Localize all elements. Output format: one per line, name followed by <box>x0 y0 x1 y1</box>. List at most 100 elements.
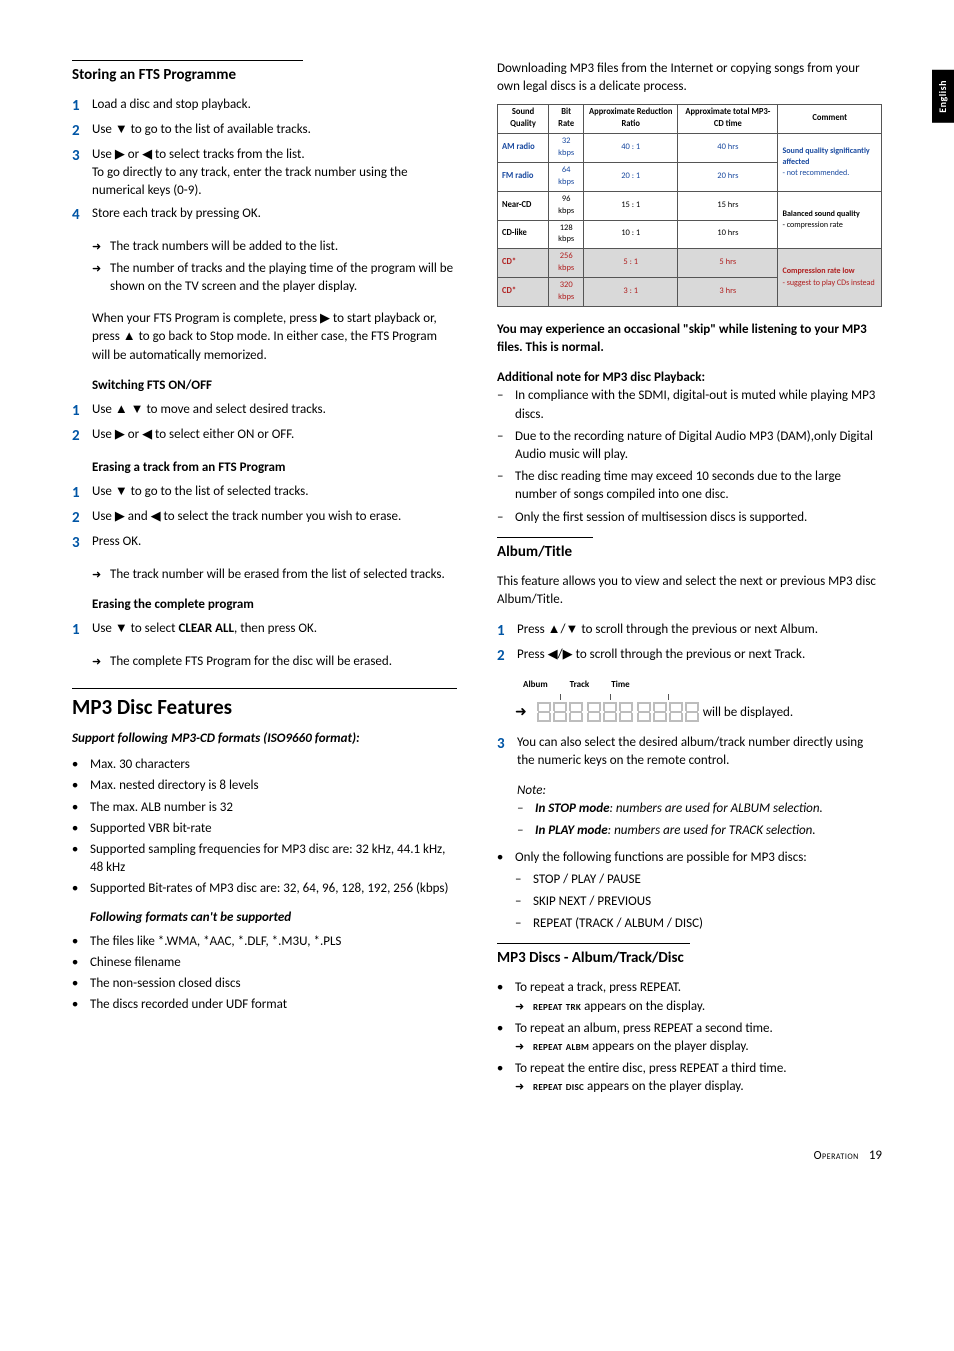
switching-steps: 1Use ▲ ▼ to move and select desired trac… <box>72 401 457 447</box>
additional-note-title: Additional note for MP3 disc Playback: <box>497 369 882 387</box>
subtitle-erasing-track: Erasing a track from an FTS Program <box>92 459 457 477</box>
list-item: The files like *.WMA, *AAC, *.DLF, *.M3U… <box>72 933 457 951</box>
repeat-list: To repeat a track, press REPEAT.repeat t… <box>497 979 882 1096</box>
subtitle-erasing-program: Erasing the complete program <box>92 596 457 614</box>
intro-para: Downloading MP3 files from the Internet … <box>497 60 882 96</box>
step-text: Use ▶ and ◀ to select the track number y… <box>92 508 457 526</box>
list-item: To repeat the entire disc, press REPEAT … <box>497 1060 882 1096</box>
fts-steps: 1Load a disc and stop playback. 2Use ▼ t… <box>72 96 457 226</box>
list-item: In compliance with the SDMI, digital-out… <box>497 387 882 423</box>
list-item: Supported sampling frequencies for MP3 d… <box>72 841 457 877</box>
section-title-mp3discs: MP3 Discs - Album/Track/Disc <box>497 948 882 969</box>
list-item: The max. ALB number is 32 <box>72 799 457 817</box>
step-text: Use ▼ to go to the list of available tra… <box>92 121 457 139</box>
step-num: 2 <box>72 508 92 529</box>
step-num: 1 <box>497 621 517 642</box>
footer-label: Operation <box>814 1148 859 1165</box>
list-item: REPEAT (TRACK / ALBUM / DISC) <box>515 915 882 933</box>
album-step3: 3You can also select the desired album/t… <box>497 734 882 770</box>
language-tab: English <box>932 70 954 123</box>
arrow-icon: ➜ <box>515 702 527 722</box>
mp3-unsupported-list: The files like *.WMA, *AAC, *.DLF, *.M3U… <box>72 933 457 1015</box>
th: Comment <box>778 105 882 134</box>
subtitle-switching: Switching FTS ON/OFF <box>92 377 457 395</box>
list-item: Only the following functions are possibl… <box>497 849 882 934</box>
list-item: The discs recorded under UDF format <box>72 996 457 1014</box>
result-line: The track number will be erased from the… <box>92 566 457 584</box>
th: Bit Rate <box>549 105 584 134</box>
step-num: 1 <box>72 401 92 422</box>
page-footer: Operation 19 <box>72 1147 882 1165</box>
list-item: SKIP NEXT / PREVIOUS <box>515 893 882 911</box>
step-num: 4 <box>72 205 92 226</box>
list-item: STOP / PLAY / PAUSE <box>515 871 882 889</box>
step-text: Use ▶ or ◀ to select tracks from the lis… <box>92 146 457 201</box>
step-num: 1 <box>72 483 92 504</box>
rule <box>72 688 457 689</box>
rule <box>72 60 303 61</box>
label-album: Album <box>523 679 548 692</box>
section-title-mp3: MP3 Disc Features <box>72 693 457 722</box>
mp3-support-list: Max. 30 characters Max. nested directory… <box>72 756 457 898</box>
step-text: Load a disc and stop playback. <box>92 96 457 114</box>
label-track: Track <box>570 679 590 692</box>
step-text: Use ▼ to select CLEAR ALL, then press OK… <box>92 620 457 638</box>
section-title-fts: Storing an FTS Programme <box>72 65 457 86</box>
step-text: Use ▶ or ◀ to select either ON or OFF. <box>92 426 457 444</box>
skip-note: You may experience an occasional "skip" … <box>497 321 882 357</box>
list-item: To repeat a track, press REPEAT.repeat t… <box>497 979 882 1015</box>
display-labels: Album Track Time <box>523 679 882 692</box>
list-item: Max. 30 characters <box>72 756 457 774</box>
result-line: The track numbers will be added to the l… <box>92 238 457 256</box>
step-num: 2 <box>72 426 92 447</box>
step-num: 2 <box>497 646 517 667</box>
mp3-unsupported-title: Following formats can't be supported <box>90 909 457 927</box>
right-column: Downloading MP3 files from the Internet … <box>497 60 882 1107</box>
left-column: Storing an FTS Programme 1Load a disc an… <box>72 60 457 1107</box>
display-row: ➜ will be displayed. <box>515 702 882 722</box>
album-steps: 1Press ▲/▼ to scroll through the previou… <box>497 621 882 667</box>
step-num: 1 <box>72 620 92 641</box>
mp3-subtitle: Support following MP3-CD formats (ISO966… <box>72 730 457 748</box>
step-num: 3 <box>72 533 92 554</box>
step-text: Use ▼ to go to the list of selected trac… <box>92 483 457 501</box>
list-item: In PLAY mode: numbers are used for TRACK… <box>517 822 882 840</box>
page-columns: Storing an FTS Programme 1Load a disc an… <box>72 60 882 1107</box>
digit-group-track <box>587 702 633 722</box>
step-num: 1 <box>72 96 92 117</box>
step-text: Use ▲ ▼ to move and select desired track… <box>92 401 457 419</box>
list-item: In STOP mode: numbers are used for ALBUM… <box>517 800 882 818</box>
erase-steps: 1Use ▼ to go to the list of selected tra… <box>72 483 457 554</box>
album-intro: This feature allows you to view and sele… <box>497 573 882 609</box>
erase-all-step: 1Use ▼ to select CLEAR ALL, then press O… <box>72 620 457 641</box>
result-line: The complete FTS Program for the disc wi… <box>92 653 457 671</box>
result-line: The number of tracks and the playing tim… <box>92 260 457 296</box>
list-item: Supported VBR bit-rate <box>72 820 457 838</box>
list-item: Chinese filename <box>72 954 457 972</box>
note-title: Note: <box>517 782 882 800</box>
list-item: The non-session closed discs <box>72 975 457 993</box>
mode-notes: In STOP mode: numbers are used for ALBUM… <box>517 800 882 840</box>
th: Sound Quality <box>498 105 549 134</box>
step-text: You can also select the desired album/tr… <box>517 734 882 770</box>
list-item: The disc reading time may exceed 10 seco… <box>497 468 882 504</box>
section-title-album: Album/Title <box>497 542 882 563</box>
rule <box>497 537 593 538</box>
step-text: Press ▲/▼ to scroll through the previous… <box>517 621 882 639</box>
step-num: 3 <box>72 146 92 167</box>
label-time: Time <box>611 679 630 692</box>
list-item: Due to the recording nature of Digital A… <box>497 428 882 464</box>
step-text: Store each track by pressing OK. <box>92 205 457 223</box>
rule <box>497 943 690 944</box>
bitrate-table: Sound Quality Bit Rate Approximate Reduc… <box>497 104 882 306</box>
only-functions: Only the following functions are possibl… <box>497 849 882 934</box>
list-item: Supported Bit-rates of MP3 disc are: 32,… <box>72 880 457 898</box>
step-num: 3 <box>497 734 517 755</box>
fts-result: The track numbers will be added to the l… <box>92 238 457 365</box>
display-tail: will be displayed. <box>703 704 793 722</box>
footer-page: 19 <box>869 1147 882 1165</box>
list-item: To repeat an album, press REPEAT a secon… <box>497 1020 882 1056</box>
step-text: Press ◀/▶ to scroll through the previous… <box>517 646 882 664</box>
additional-notes: In compliance with the SDMI, digital-out… <box>497 387 882 526</box>
digit-group-album <box>537 702 583 722</box>
